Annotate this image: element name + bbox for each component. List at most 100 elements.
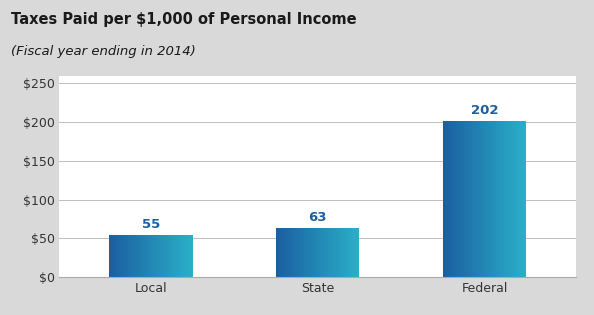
Bar: [469, 121, 470, 277]
Bar: [523, 121, 524, 277]
Bar: [178, 235, 179, 277]
Bar: [140, 235, 141, 277]
Bar: [184, 235, 185, 277]
Bar: [475, 121, 476, 277]
Bar: [296, 228, 297, 277]
Bar: [463, 121, 464, 277]
Bar: [112, 235, 113, 277]
Bar: [152, 235, 153, 277]
Bar: [155, 235, 156, 277]
Bar: [162, 235, 163, 277]
Bar: [126, 235, 127, 277]
Bar: [347, 228, 348, 277]
Bar: [333, 228, 334, 277]
Bar: [346, 228, 347, 277]
Bar: [489, 121, 491, 277]
Bar: [159, 235, 160, 277]
Bar: [309, 228, 311, 277]
Bar: [339, 228, 340, 277]
Bar: [319, 228, 320, 277]
Bar: [476, 121, 477, 277]
Bar: [354, 228, 355, 277]
Bar: [340, 228, 341, 277]
Bar: [110, 235, 112, 277]
Bar: [330, 228, 331, 277]
Bar: [142, 235, 143, 277]
Bar: [294, 228, 295, 277]
Bar: [326, 228, 327, 277]
Bar: [352, 228, 353, 277]
Text: 63: 63: [308, 211, 327, 225]
Bar: [290, 228, 292, 277]
Bar: [471, 121, 472, 277]
Bar: [517, 121, 518, 277]
Bar: [459, 121, 460, 277]
Bar: [329, 228, 330, 277]
Bar: [131, 235, 132, 277]
Bar: [320, 228, 321, 277]
Bar: [473, 121, 474, 277]
Bar: [493, 121, 494, 277]
Bar: [491, 121, 492, 277]
Bar: [467, 121, 468, 277]
Bar: [356, 228, 358, 277]
Bar: [175, 235, 176, 277]
Bar: [470, 121, 471, 277]
Bar: [115, 235, 116, 277]
Bar: [353, 228, 354, 277]
Bar: [153, 235, 154, 277]
Bar: [146, 235, 147, 277]
Bar: [345, 228, 346, 277]
Bar: [181, 235, 182, 277]
Bar: [129, 235, 130, 277]
Bar: [192, 235, 193, 277]
Bar: [308, 228, 309, 277]
Bar: [311, 228, 312, 277]
Bar: [349, 228, 350, 277]
Bar: [456, 121, 457, 277]
Bar: [516, 121, 517, 277]
Bar: [498, 121, 499, 277]
Bar: [168, 235, 169, 277]
Bar: [472, 121, 473, 277]
Bar: [350, 228, 351, 277]
Bar: [334, 228, 336, 277]
Bar: [477, 121, 478, 277]
Bar: [143, 235, 144, 277]
Bar: [324, 228, 325, 277]
Bar: [505, 121, 506, 277]
Bar: [144, 235, 145, 277]
Bar: [191, 235, 192, 277]
Bar: [312, 228, 314, 277]
Bar: [525, 121, 526, 277]
Bar: [157, 235, 159, 277]
Bar: [323, 228, 324, 277]
Bar: [176, 235, 177, 277]
Bar: [322, 228, 323, 277]
Bar: [478, 121, 479, 277]
Bar: [134, 235, 135, 277]
Bar: [172, 235, 173, 277]
Bar: [188, 235, 189, 277]
Bar: [519, 121, 520, 277]
Bar: [137, 235, 138, 277]
Bar: [449, 121, 450, 277]
Bar: [141, 235, 142, 277]
Bar: [286, 228, 287, 277]
Bar: [325, 228, 326, 277]
Bar: [180, 235, 181, 277]
Bar: [138, 235, 140, 277]
Bar: [182, 235, 184, 277]
Bar: [185, 235, 187, 277]
Bar: [341, 228, 342, 277]
Bar: [174, 235, 175, 277]
Bar: [466, 121, 467, 277]
Bar: [302, 228, 303, 277]
Bar: [167, 235, 168, 277]
Bar: [305, 228, 307, 277]
Bar: [301, 228, 302, 277]
Bar: [444, 121, 445, 277]
Bar: [113, 235, 115, 277]
Bar: [122, 235, 123, 277]
Bar: [497, 121, 498, 277]
